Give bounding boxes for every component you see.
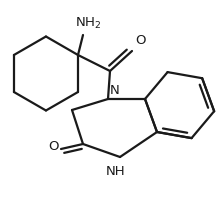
Text: N: N [110, 84, 120, 97]
Text: O: O [135, 34, 145, 47]
Text: NH$_2$: NH$_2$ [75, 16, 101, 31]
Text: NH: NH [106, 165, 126, 178]
Text: O: O [48, 140, 58, 153]
